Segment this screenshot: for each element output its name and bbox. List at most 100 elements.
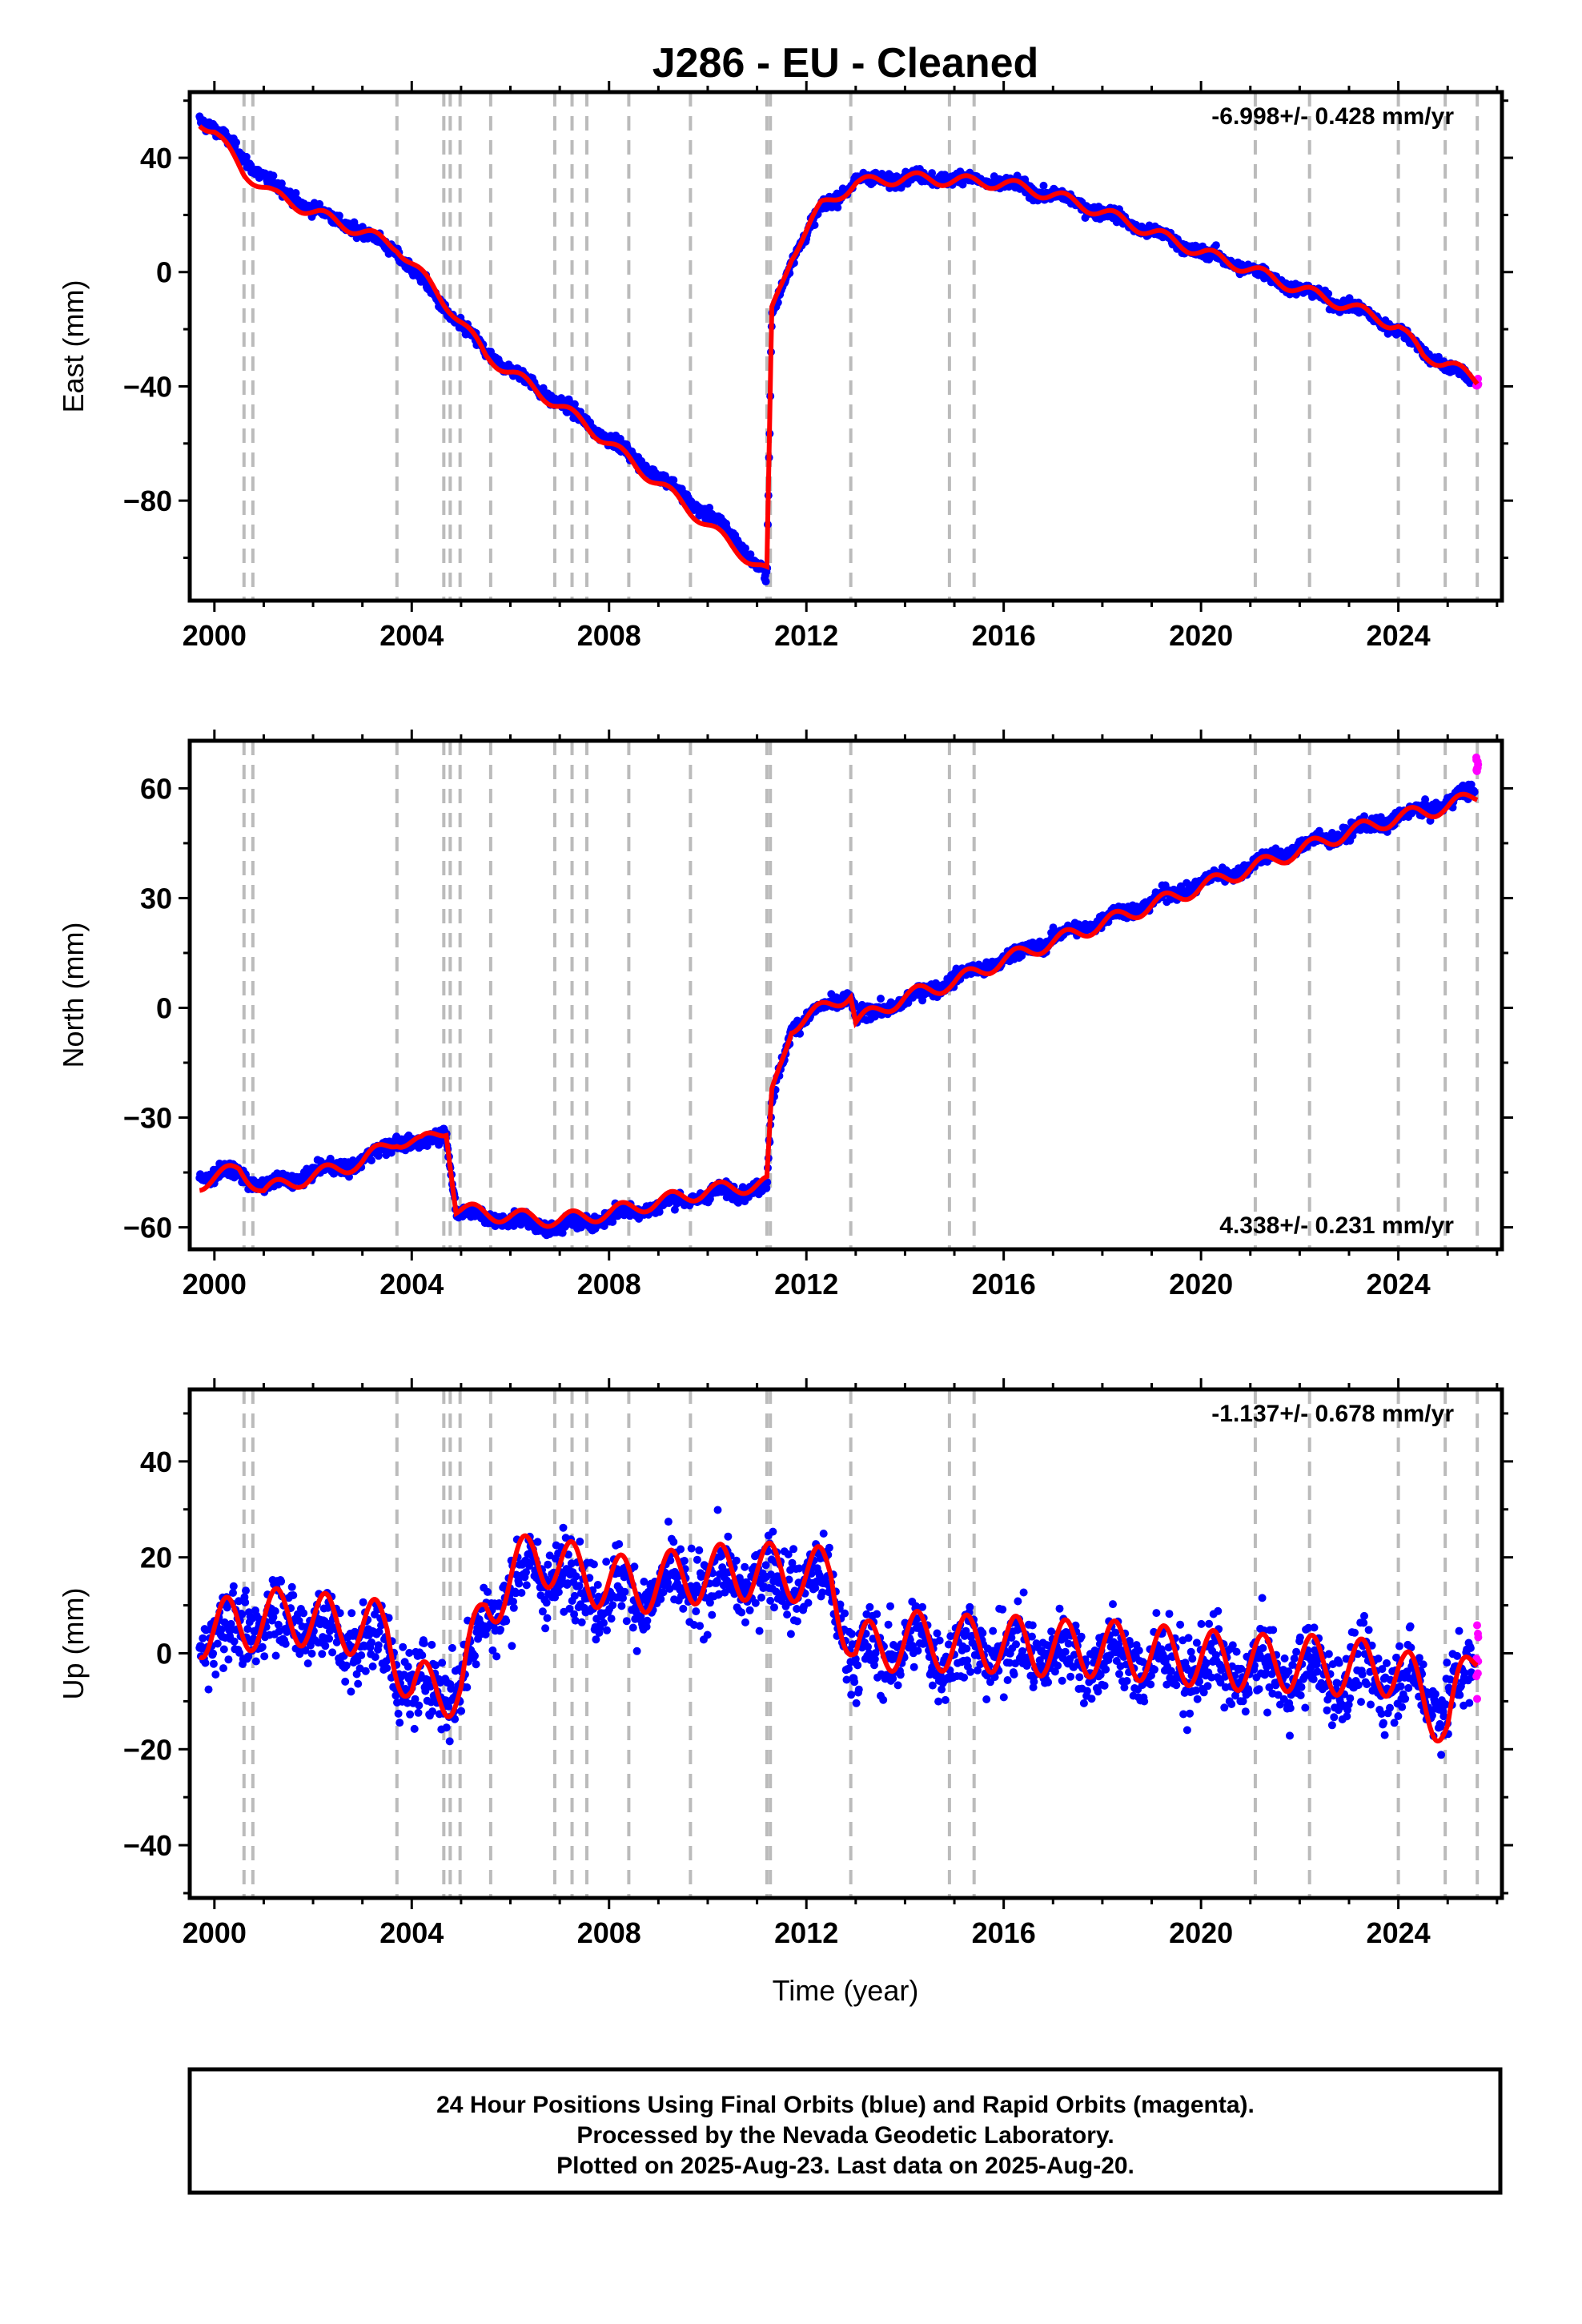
final-orbit-point: [522, 1581, 531, 1590]
rapid-orbit-point: [1472, 764, 1481, 773]
final-orbit-point: [230, 1637, 239, 1646]
plot-frame: [187, 90, 1504, 603]
final-orbit-point: [600, 1618, 608, 1627]
final-orbit-point: [289, 1591, 298, 1599]
final-orbit-point: [538, 1607, 547, 1616]
x-tick-label: 2008: [577, 1268, 641, 1301]
final-orbit-point: [664, 1518, 673, 1526]
final-orbit-point: [383, 1664, 391, 1672]
final-orbit-point: [607, 1614, 616, 1623]
x-tick-label: 2016: [972, 1268, 1036, 1301]
model-line: [198, 124, 1480, 570]
x-tick-label: 2020: [1169, 1268, 1233, 1301]
final-orbit-point: [410, 1724, 419, 1733]
final-orbit-point: [515, 1579, 524, 1588]
up-panel: 2000 2004 2008 2012 2016 2020 202440200−20−40U…: [57, 1378, 1513, 1949]
final-orbit-point: [1324, 289, 1333, 298]
final-orbit-point: [442, 1723, 451, 1732]
final-orbit-point: [1345, 294, 1354, 303]
final-orbit-point: [746, 550, 755, 559]
east-panel: 2000 2004 2008 2012 2016 2020 2024400−40−80Eas…: [57, 81, 1513, 652]
rate-label: -6.998+/- 0.428 mm/yr: [1211, 103, 1454, 130]
final-orbit-point: [325, 1634, 334, 1643]
final-orbit-point: [509, 1603, 518, 1612]
final-orbit-point: [589, 1560, 598, 1569]
final-orbit-point: [321, 1642, 330, 1651]
y-axis-label: North (mm): [57, 923, 90, 1068]
final-orbit-point: [229, 1582, 238, 1590]
x-tick-label: 2012: [774, 619, 838, 652]
final-orbit-point: [335, 211, 343, 220]
final-orbit-point: [508, 1642, 516, 1651]
final-orbit-point: [448, 1643, 456, 1652]
y-tick-label: 0: [156, 991, 172, 1024]
final-orbit-point: [242, 152, 251, 161]
y-tick-label: −30: [123, 1102, 172, 1135]
y-tick-label: 40: [140, 142, 172, 175]
final-orbit-point: [367, 1156, 375, 1164]
final-orbit-point: [958, 180, 967, 189]
final-orbit-point: [575, 1582, 584, 1590]
final-orbit-point: [277, 1577, 286, 1586]
final-orbit-point: [299, 1609, 308, 1618]
final-orbit-point: [1013, 171, 1022, 180]
final-orbit-point: [570, 400, 579, 408]
final-orbit-point: [554, 1588, 563, 1597]
final-orbit-point: [232, 138, 240, 147]
final-orbit-point: [260, 1652, 269, 1661]
final-orbit-point: [277, 179, 286, 188]
final-orbit-point: [741, 544, 749, 553]
final-orbit-point: [399, 1642, 408, 1651]
final-orbit-point: [328, 1648, 337, 1657]
x-tick-label: 2000: [183, 1268, 247, 1301]
chart-title: J286 - EU - Cleaned: [652, 40, 1039, 86]
x-tick-label: 2012: [774, 1268, 838, 1301]
x-tick-label: 2000: [183, 619, 247, 652]
north-panel: 2000 2004 2008 2012 2016 2020 202460300−30−60N…: [57, 730, 1513, 1301]
final-orbit-point: [394, 1709, 403, 1718]
final-orbit-point: [608, 1601, 617, 1610]
y-tick-label: 0: [156, 256, 172, 289]
final-orbit-point: [326, 1154, 335, 1163]
final-orbit-point: [303, 1659, 312, 1668]
rate-label: 4.338+/- 0.231 mm/yr: [1219, 1212, 1454, 1239]
final-orbit-point: [347, 1687, 355, 1696]
final-orbit-point: [593, 1581, 602, 1589]
final-orbit-point: [517, 1589, 526, 1597]
final-orbit-point: [199, 1634, 207, 1642]
final-orbit-point: [632, 1647, 641, 1655]
final-orbit-point: [271, 1606, 279, 1615]
final-orbit-point: [428, 1707, 437, 1716]
final-orbit-point: [544, 1560, 552, 1569]
final-orbit-point: [204, 1685, 213, 1694]
final-orbit-point: [209, 1659, 218, 1668]
final-orbit-point: [315, 199, 324, 208]
x-tick-label: 2016: [972, 619, 1036, 652]
final-orbit-point: [414, 1708, 423, 1717]
x-tick-label: 2004: [379, 1268, 444, 1301]
final-orbit-point: [269, 171, 278, 180]
final-orbit-point: [438, 1659, 447, 1667]
final-orbit-point: [577, 1618, 586, 1626]
final-orbit-point: [457, 1707, 466, 1715]
final-orbit-point: [705, 504, 714, 512]
final-orbit-point: [396, 1719, 404, 1727]
final-orbit-point: [367, 1638, 375, 1647]
final-orbit-point: [502, 1617, 511, 1626]
final-orbit-point: [533, 1538, 542, 1546]
final-orbit-point: [359, 1598, 367, 1606]
final-orbit-point: [543, 1614, 552, 1622]
final-orbit-point: [602, 1558, 611, 1566]
plot-area: [195, 92, 1483, 601]
plot-area: [195, 741, 1483, 1249]
final-orbit-point: [484, 1587, 492, 1596]
final-orbit-point: [833, 203, 842, 212]
final-orbit-point: [558, 1228, 567, 1237]
final-orbit-point: [368, 1662, 377, 1671]
final-orbit-point: [643, 1616, 652, 1625]
final-orbit-point: [472, 1660, 480, 1669]
final-orbit-point: [342, 1661, 351, 1670]
final-orbit-point: [224, 1655, 233, 1664]
final-orbit-point: [347, 1609, 356, 1618]
